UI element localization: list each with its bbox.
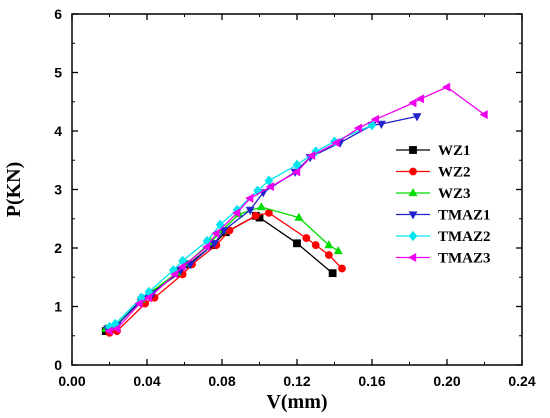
legend-label: WZ2 xyxy=(438,165,471,181)
y-tick-label: 3 xyxy=(54,182,62,198)
legend-label: TMAZ1 xyxy=(438,208,491,224)
x-tick-label: 0.24 xyxy=(508,373,535,389)
data-point xyxy=(415,94,424,104)
x-tick-label: 0.08 xyxy=(208,373,235,389)
data-point xyxy=(170,269,179,279)
x-tick-label: 0.16 xyxy=(358,373,385,389)
data-point xyxy=(442,82,451,92)
legend-marker xyxy=(408,253,417,262)
x-tick-labels: 0.00 0.04 0.08 0.12 0.16 0.20 0.24 xyxy=(58,373,535,389)
data-point xyxy=(353,123,363,133)
data-point xyxy=(293,239,301,248)
data-point xyxy=(333,245,343,255)
data-point xyxy=(104,326,113,336)
legend-item-wz2: WZ2 xyxy=(396,165,471,181)
data-point xyxy=(185,261,195,270)
x-axis-title: V(mm) xyxy=(266,391,327,413)
legend-label: TMAZ2 xyxy=(438,229,491,245)
data-point xyxy=(412,113,422,122)
data-point xyxy=(143,293,153,303)
data-point xyxy=(245,193,254,203)
legend-marker xyxy=(408,188,418,197)
legend-item-tmaz3: TMAZ3 xyxy=(396,251,491,267)
data-point xyxy=(256,202,266,211)
y-tick-label: 0 xyxy=(54,357,62,373)
legend-marker xyxy=(409,167,417,176)
series-group xyxy=(101,82,488,337)
y-tick-label: 2 xyxy=(54,240,62,256)
data-point xyxy=(211,228,220,238)
data-point xyxy=(294,212,304,221)
legend-item-tmaz2: TMAZ2 xyxy=(396,229,491,245)
data-point xyxy=(331,138,340,148)
y-tick-label: 6 xyxy=(54,6,62,22)
axis-ticks xyxy=(71,13,523,366)
legend-label: WZ1 xyxy=(438,143,471,159)
legend-item-wz3: WZ3 xyxy=(396,186,471,202)
x-tick-label: 0.04 xyxy=(133,373,160,389)
series-line-tmaz3 xyxy=(109,86,485,332)
data-point xyxy=(328,269,337,278)
data-point xyxy=(376,120,386,129)
data-point xyxy=(134,299,143,309)
legend-label: WZ3 xyxy=(438,186,471,202)
data-point xyxy=(324,251,333,259)
x-tick-label: 0.20 xyxy=(433,373,460,389)
data-point xyxy=(338,264,346,273)
data-point xyxy=(232,208,241,218)
data-point xyxy=(302,234,311,242)
data-point xyxy=(251,211,260,220)
data-point xyxy=(370,114,379,124)
y-tick-label: 4 xyxy=(54,123,62,139)
series-tmaz3 xyxy=(104,82,488,336)
data-point xyxy=(112,324,121,334)
data-point xyxy=(210,240,219,249)
data-point xyxy=(324,240,334,249)
legend-item-tmaz1: TMAZ1 xyxy=(396,208,491,224)
data-point xyxy=(292,167,301,177)
data-point xyxy=(245,206,255,215)
y-axis-title: P(KN) xyxy=(3,162,25,218)
data-point xyxy=(311,241,320,249)
legend: WZ1 WZ2 WZ3 TMAZ1 TMAZ2 TMAZ3 xyxy=(396,143,491,267)
data-point xyxy=(202,242,211,252)
data-point xyxy=(219,227,229,236)
legend-marker xyxy=(408,211,418,220)
legend-marker xyxy=(409,146,417,154)
y-tick-labels: 0 1 2 3 4 5 6 xyxy=(54,6,62,373)
legend-label: TMAZ3 xyxy=(438,251,491,267)
legend-item-wz1: WZ1 xyxy=(396,143,471,159)
x-tick-label: 0.00 xyxy=(58,373,85,389)
data-point xyxy=(408,98,417,108)
y-tick-label: 1 xyxy=(54,299,62,315)
data-point xyxy=(265,182,274,192)
data-point xyxy=(479,110,488,120)
data-point xyxy=(307,151,316,161)
y-tick-label: 5 xyxy=(54,65,62,81)
legend-marker xyxy=(408,230,418,242)
x-tick-label: 0.12 xyxy=(283,373,310,389)
data-point xyxy=(177,262,186,272)
